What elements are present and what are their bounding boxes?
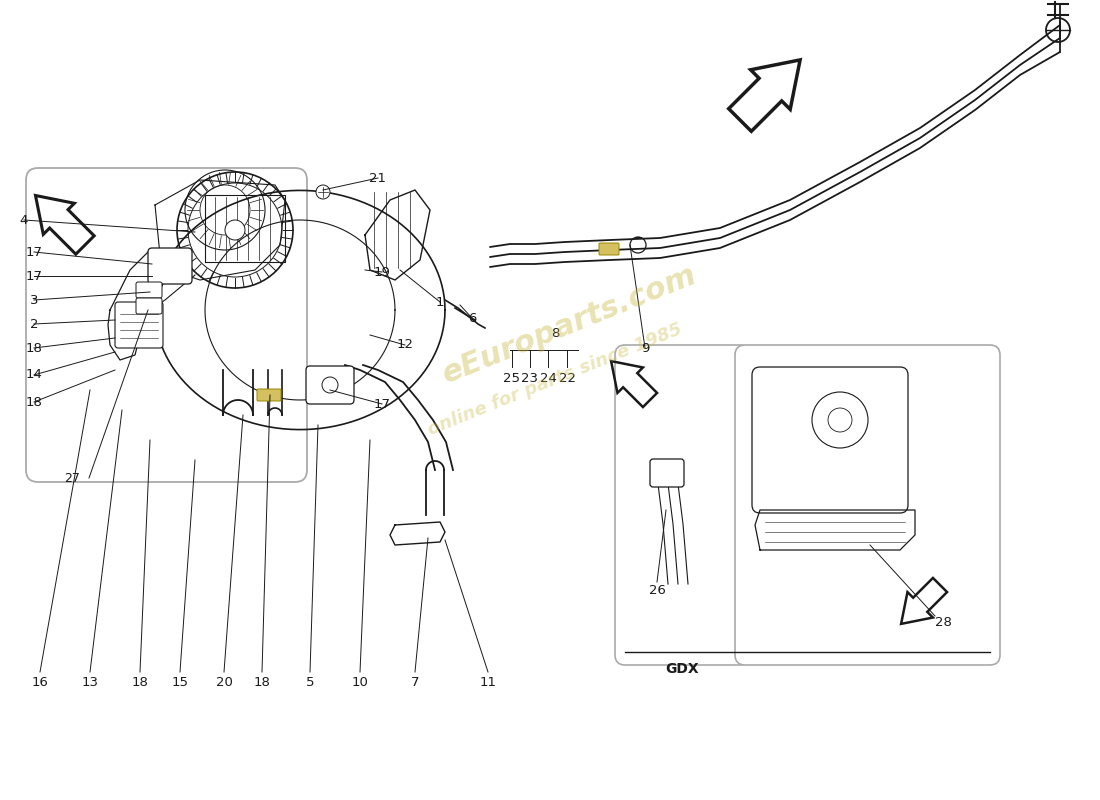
Text: 19: 19 — [374, 266, 390, 278]
FancyBboxPatch shape — [136, 282, 162, 298]
Text: 15: 15 — [172, 675, 188, 689]
Text: 12: 12 — [396, 338, 414, 351]
Text: 7: 7 — [410, 675, 419, 689]
Text: 18: 18 — [132, 675, 148, 689]
Text: online for parts since 1985: online for parts since 1985 — [426, 321, 685, 439]
FancyBboxPatch shape — [26, 168, 307, 482]
Text: 26: 26 — [649, 583, 666, 597]
Text: 8: 8 — [551, 327, 559, 340]
Text: 18: 18 — [25, 342, 43, 354]
Text: 17: 17 — [25, 270, 43, 282]
Text: 17: 17 — [374, 398, 390, 410]
FancyBboxPatch shape — [615, 345, 750, 665]
FancyBboxPatch shape — [257, 389, 280, 401]
Text: 24: 24 — [540, 372, 557, 385]
Text: 11: 11 — [480, 675, 496, 689]
Text: 10: 10 — [352, 675, 368, 689]
Circle shape — [226, 220, 245, 240]
Text: 18: 18 — [25, 395, 43, 409]
FancyBboxPatch shape — [306, 366, 354, 404]
Text: 23: 23 — [521, 372, 539, 385]
FancyBboxPatch shape — [136, 298, 162, 314]
Text: 13: 13 — [81, 675, 99, 689]
Text: 6: 6 — [468, 311, 476, 325]
Text: 2: 2 — [30, 318, 38, 330]
Text: GDX: GDX — [666, 662, 698, 676]
FancyBboxPatch shape — [735, 345, 1000, 665]
FancyBboxPatch shape — [752, 367, 908, 513]
Text: 20: 20 — [216, 675, 232, 689]
Text: 14: 14 — [25, 369, 43, 382]
Text: 9: 9 — [641, 342, 649, 354]
FancyBboxPatch shape — [116, 302, 163, 348]
FancyBboxPatch shape — [650, 459, 684, 487]
Text: 28: 28 — [935, 615, 952, 629]
Text: 18: 18 — [254, 675, 271, 689]
Text: 5: 5 — [306, 675, 315, 689]
Text: 4: 4 — [20, 214, 29, 226]
Text: 16: 16 — [32, 675, 48, 689]
Text: 27: 27 — [64, 471, 80, 485]
Text: eEuroparts.com: eEuroparts.com — [439, 261, 702, 390]
FancyBboxPatch shape — [148, 248, 192, 284]
Text: 17: 17 — [25, 246, 43, 258]
Circle shape — [322, 377, 338, 393]
Text: 22: 22 — [559, 372, 575, 385]
Text: 21: 21 — [370, 171, 386, 185]
Text: 3: 3 — [30, 294, 38, 306]
Text: 1: 1 — [436, 295, 444, 309]
Text: 25: 25 — [504, 372, 520, 385]
Circle shape — [316, 185, 330, 199]
FancyBboxPatch shape — [600, 243, 619, 255]
